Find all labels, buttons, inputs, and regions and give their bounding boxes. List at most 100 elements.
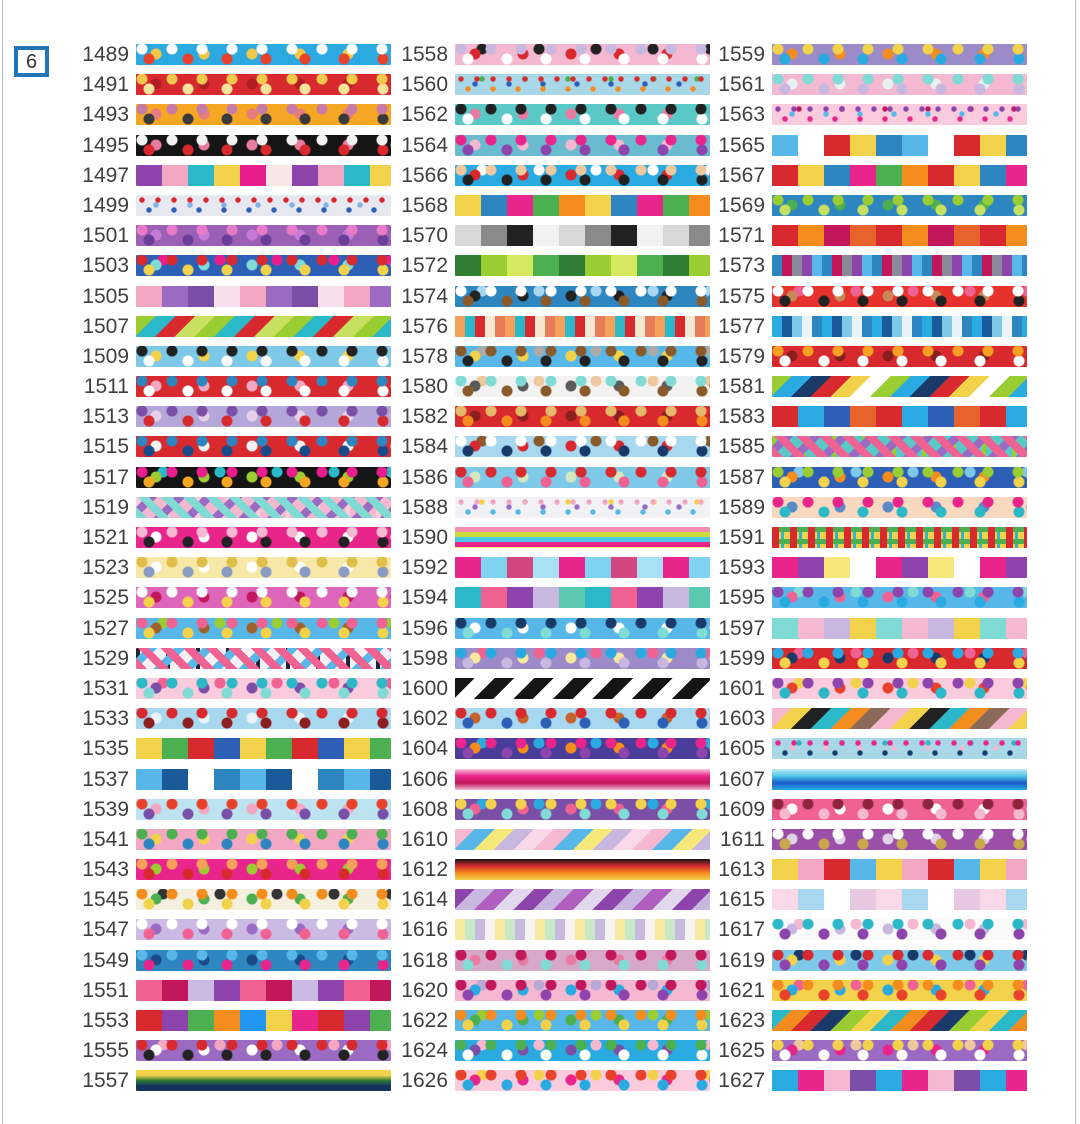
catalog-item: 1625 [708, 1040, 1027, 1062]
ribbon-swatch-1568-paw-squares-multicolor [455, 194, 710, 216]
item-number: 1607 [718, 767, 765, 791]
catalog-item: 1567 [708, 164, 1027, 186]
ribbon-swatch-1578-looney-tunes-on-blue [455, 345, 710, 367]
ribbon-swatch-1626-tropical-fruit-on-pink [455, 1070, 710, 1092]
item-number: 1617 [718, 918, 765, 942]
item-number: 1533 [82, 707, 129, 731]
item-number: 1579 [718, 344, 765, 368]
ribbon-swatch-1597-dotted-pastel-squares [772, 617, 1027, 639]
item-number: 1563 [718, 103, 765, 127]
catalog-item: 1597 [708, 617, 1027, 639]
item-number: 1578 [401, 344, 448, 368]
ribbon-swatch-1561-scallop-shells-pastel [772, 74, 1027, 96]
catalog-item: 1578 [391, 344, 710, 368]
ribbon-swatch-1527-donuts-on-blue [136, 617, 391, 639]
item-number: 1606 [401, 767, 448, 791]
ribbon-swatch-1525-daisies-on-pink [136, 587, 391, 609]
catalog-item: 1570 [391, 225, 710, 247]
item-number: 1582 [401, 405, 448, 429]
ribbon-swatch-1620-abstract-arches-pink [455, 979, 710, 1001]
item-number: 1525 [82, 586, 129, 610]
catalog-item: 1559 [708, 44, 1027, 65]
catalog-item: 1519 [72, 496, 391, 518]
item-number: 1559 [718, 43, 765, 66]
catalog-item: 1622 [391, 1010, 710, 1031]
ribbon-swatch-1533-red-sports-cars [136, 708, 391, 730]
ribbon-swatch-1547-unicorns-on-lavender [136, 919, 391, 941]
catalog-item: 1591 [708, 527, 1027, 548]
item-number: 1523 [82, 556, 129, 580]
ribbon-swatch-1622-vegetables-on-blue [455, 1010, 710, 1031]
item-number: 1547 [82, 918, 129, 942]
catalog-item: 1618 [391, 948, 710, 972]
catalog-item: 1599 [708, 647, 1027, 669]
catalog-item: 1529 [72, 647, 391, 669]
catalog-item: 1575 [708, 285, 1027, 307]
item-number: 1545 [82, 888, 129, 912]
item-number: 1618 [401, 948, 448, 972]
catalog-item: 1566 [391, 163, 710, 187]
catalog-item: 1569 [708, 194, 1027, 216]
item-number: 1603 [718, 707, 765, 731]
ribbon-swatch-1588-pastel-abstract-marks [455, 496, 710, 518]
ribbon-swatch-1521-pink-cats-on-magenta [136, 527, 391, 548]
catalog-item: 1604 [391, 737, 710, 761]
catalog-item: 1621 [708, 979, 1027, 1001]
ribbon-swatch-1612-orange-flames [455, 859, 710, 881]
ribbon-swatch-1570-paw-squares-grayscale [455, 225, 710, 247]
catalog-item: 1573 [708, 255, 1027, 277]
item-number: 1507 [82, 314, 129, 338]
item-number: 1491 [82, 73, 129, 97]
ribbon-swatch-1621-abstract-arches-on-yellow [772, 979, 1027, 1001]
ribbon-swatch-1553-polka-dot-color-blocks [136, 1010, 391, 1031]
item-number: 1566 [401, 163, 448, 187]
ribbon-swatch-1601-fruit-hearts-on-pink [772, 677, 1027, 699]
ribbon-swatch-1497-pop-art-color-blocks [136, 164, 391, 186]
ribbon-swatch-1586-hearts-on-light-blue [455, 466, 710, 488]
catalog-item: 1555 [72, 1040, 391, 1062]
item-number: 1614 [401, 888, 448, 912]
catalog-item: 1588 [391, 496, 710, 518]
item-number: 1489 [82, 43, 129, 66]
catalog-item: 1572 [391, 255, 710, 277]
catalog-item: 1537 [72, 768, 391, 790]
ribbon-swatch-1503-among-us-crewmates-on-blue [136, 255, 391, 277]
catalog-item: 1535 [72, 738, 391, 760]
item-number: 1580 [401, 375, 448, 399]
ribbon-swatch-1579-pluto-and-bones-on-red [772, 345, 1027, 367]
catalog-item: 1507 [72, 314, 391, 338]
item-number: 1565 [718, 133, 765, 157]
catalog-column-1: 1489 1491 1493 1495 1497 1499 1501 1503 … [72, 43, 391, 1092]
ribbon-swatch-1517-colorful-dogs-on-black [136, 466, 391, 488]
catalog-item: 1563 [708, 103, 1027, 127]
catalog-item: 1590 [391, 527, 710, 548]
item-number: 1612 [401, 858, 448, 882]
ribbon-swatch-1594-curved-shapes-teal-pink [455, 587, 710, 609]
catalog-item: 1589 [708, 496, 1027, 518]
ribbon-swatch-1613-winnie-pooh-squares [772, 859, 1027, 881]
ribbon-swatch-1614-purple-diagonal-stripes [455, 889, 710, 911]
catalog-item: 1581 [708, 375, 1027, 399]
catalog-item: 1493 [72, 104, 391, 126]
item-number: 1515 [82, 435, 129, 459]
ribbon-swatch-1605-terrazzo-pink-blue [772, 738, 1027, 760]
ribbon-swatch-1495-skulls-pow-on-black [136, 134, 391, 156]
catalog-item: 1531 [72, 677, 391, 699]
catalog-item: 1613 [708, 859, 1027, 881]
item-number: 1609 [718, 797, 765, 821]
item-number: 1513 [82, 405, 129, 429]
item-number: 1560 [401, 73, 448, 97]
item-number: 1581 [718, 375, 765, 399]
ribbon-swatch-1567-funny-face-squares [772, 164, 1027, 186]
item-number: 1501 [82, 224, 129, 248]
item-number: 1517 [82, 465, 129, 489]
catalog-item: 1545 [72, 888, 391, 912]
item-number: 1604 [401, 737, 448, 761]
catalog-item: 1523 [72, 556, 391, 580]
ribbon-swatch-1585-chevron-teal-pink [772, 436, 1027, 458]
catalog-item: 1505 [72, 285, 391, 307]
ribbon-swatch-1599-flowers-on-red [772, 647, 1027, 669]
item-number: 1562 [401, 103, 448, 127]
ribbon-swatch-1606-pink-flames [455, 768, 710, 790]
ribbon-swatch-1493-paperclips-on-orange [136, 104, 391, 126]
